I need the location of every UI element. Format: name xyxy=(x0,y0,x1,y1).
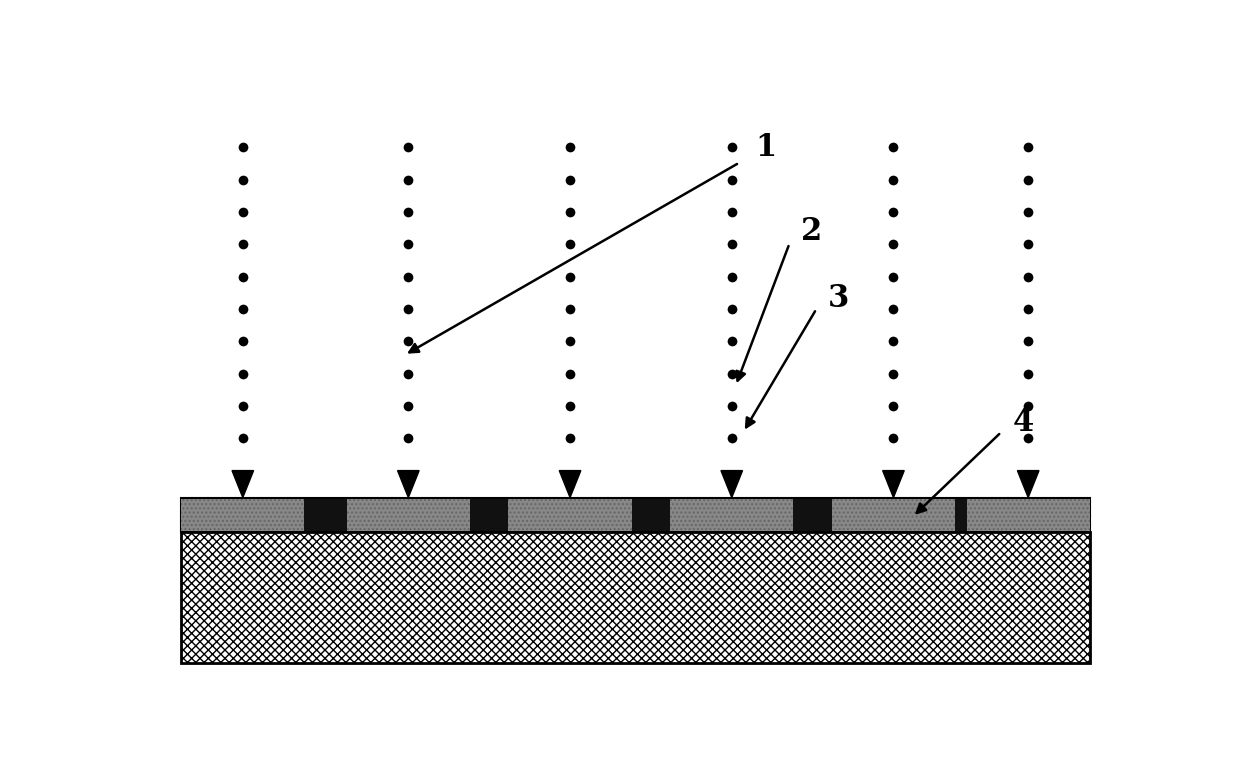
Polygon shape xyxy=(559,470,580,497)
Bar xyxy=(181,497,1090,532)
Bar xyxy=(508,499,631,530)
Bar xyxy=(832,499,955,530)
Polygon shape xyxy=(232,470,253,497)
Text: 4: 4 xyxy=(1013,406,1034,438)
Text: 1: 1 xyxy=(755,132,776,163)
Polygon shape xyxy=(720,470,743,497)
Bar xyxy=(181,499,304,530)
Bar xyxy=(181,532,1090,663)
Polygon shape xyxy=(883,470,904,497)
Polygon shape xyxy=(398,470,419,497)
Text: 2: 2 xyxy=(801,217,822,247)
Bar xyxy=(347,499,470,530)
Polygon shape xyxy=(1017,470,1039,497)
Text: 3: 3 xyxy=(828,284,849,315)
Bar xyxy=(967,499,1090,530)
Bar xyxy=(670,499,794,530)
